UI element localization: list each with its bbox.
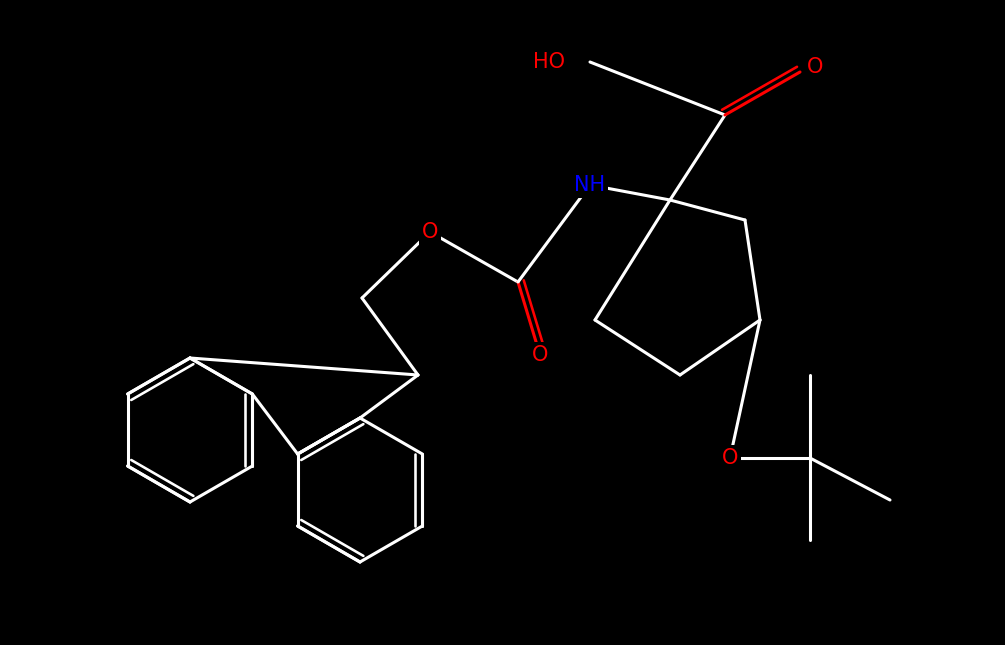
- Text: O: O: [422, 222, 438, 242]
- Text: O: O: [807, 57, 823, 77]
- Text: NH: NH: [575, 175, 606, 195]
- Text: HO: HO: [533, 52, 565, 72]
- Text: O: O: [722, 448, 739, 468]
- Text: O: O: [532, 345, 548, 365]
